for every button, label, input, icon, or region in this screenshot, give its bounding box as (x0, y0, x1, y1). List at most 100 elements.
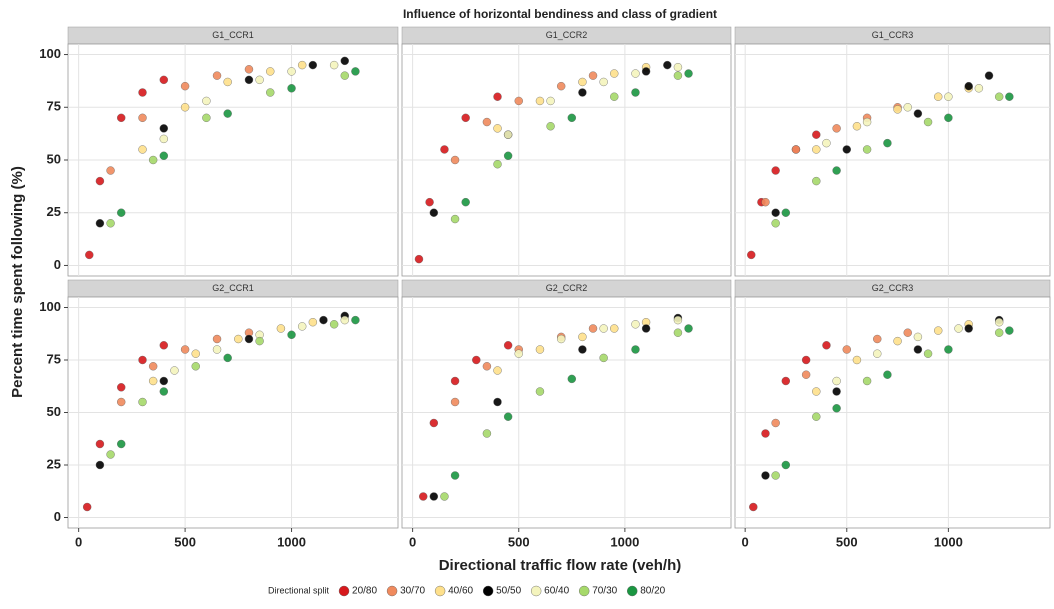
point (578, 332, 587, 342)
y-tick-label: 0 (54, 509, 61, 524)
x-axis-label: Directional traffic flow rate (veh/h) (439, 557, 682, 574)
point (255, 336, 264, 346)
point (761, 471, 770, 480)
point (287, 67, 296, 76)
point (148, 155, 158, 165)
point (673, 315, 683, 325)
point (95, 219, 105, 228)
point (138, 397, 147, 407)
point (429, 492, 439, 501)
point (340, 56, 349, 66)
point (138, 88, 147, 97)
point (771, 219, 780, 228)
point (883, 138, 892, 148)
point (482, 362, 492, 371)
point (588, 71, 598, 80)
point (461, 197, 470, 207)
point (297, 60, 307, 70)
point (493, 366, 502, 375)
point (440, 492, 449, 501)
point (223, 109, 232, 118)
point (503, 130, 513, 139)
point (180, 103, 190, 112)
point (159, 151, 169, 160)
point (832, 387, 841, 396)
point (180, 345, 190, 354)
point (212, 71, 222, 80)
point (503, 151, 513, 160)
y-tick-label: 0 (54, 257, 61, 272)
legend-swatch (530, 585, 542, 597)
point (472, 355, 481, 365)
y-tick-label: 50 (47, 151, 61, 166)
point (429, 208, 439, 217)
point (663, 60, 672, 70)
y-tick-label: 75 (47, 99, 61, 114)
point (883, 370, 892, 379)
point (862, 376, 872, 386)
point (419, 492, 428, 501)
point (812, 412, 821, 421)
point (812, 130, 821, 139)
point (641, 324, 651, 333)
point (944, 113, 953, 123)
point (771, 418, 780, 428)
point (631, 320, 640, 329)
point (493, 92, 502, 101)
point (578, 77, 587, 87)
point (159, 387, 169, 396)
point (599, 324, 608, 333)
legend-label: 70/30 (592, 586, 617, 597)
point (862, 117, 872, 127)
y-tick-label: 100 (39, 46, 61, 61)
point (138, 355, 147, 365)
point (202, 113, 211, 123)
y-tick-label: 25 (47, 204, 61, 219)
x-tick-label: 1000 (934, 534, 963, 549)
point (631, 345, 640, 354)
y-tick-label: 100 (39, 299, 61, 314)
point (117, 383, 126, 392)
point (148, 376, 158, 386)
point (117, 113, 126, 123)
point (276, 324, 286, 333)
point (873, 349, 882, 358)
point (514, 349, 523, 358)
point (244, 75, 254, 85)
point (148, 362, 158, 371)
x-tick-label: 1000 (610, 534, 639, 549)
legend-swatch (434, 585, 446, 597)
legend-swatch (482, 585, 494, 597)
point (106, 166, 115, 175)
point (266, 67, 275, 76)
facet-label: G2_CCR3 (872, 283, 914, 293)
point (159, 341, 169, 350)
point (212, 334, 222, 344)
x-tick-label: 0 (75, 534, 82, 549)
point (159, 376, 169, 386)
point (556, 81, 566, 91)
point (954, 324, 963, 333)
point (1005, 326, 1014, 335)
point (903, 328, 912, 337)
point (761, 429, 770, 438)
point (546, 122, 555, 131)
point (287, 330, 296, 339)
y-tick-label: 75 (47, 351, 61, 366)
legend-swatch (627, 585, 638, 597)
facet-label: G1_CCR3 (872, 30, 914, 40)
point (610, 69, 619, 78)
point (1005, 92, 1014, 101)
point (95, 439, 105, 449)
point (223, 77, 232, 87)
point (852, 122, 862, 131)
point (567, 374, 577, 384)
legend-swatch (386, 585, 398, 597)
point (244, 65, 254, 74)
facet-label: G1_CCR1 (212, 30, 254, 40)
point (673, 328, 683, 337)
point (599, 77, 608, 87)
point (308, 60, 318, 70)
point (191, 362, 200, 371)
x-tick-label: 0 (742, 534, 749, 549)
